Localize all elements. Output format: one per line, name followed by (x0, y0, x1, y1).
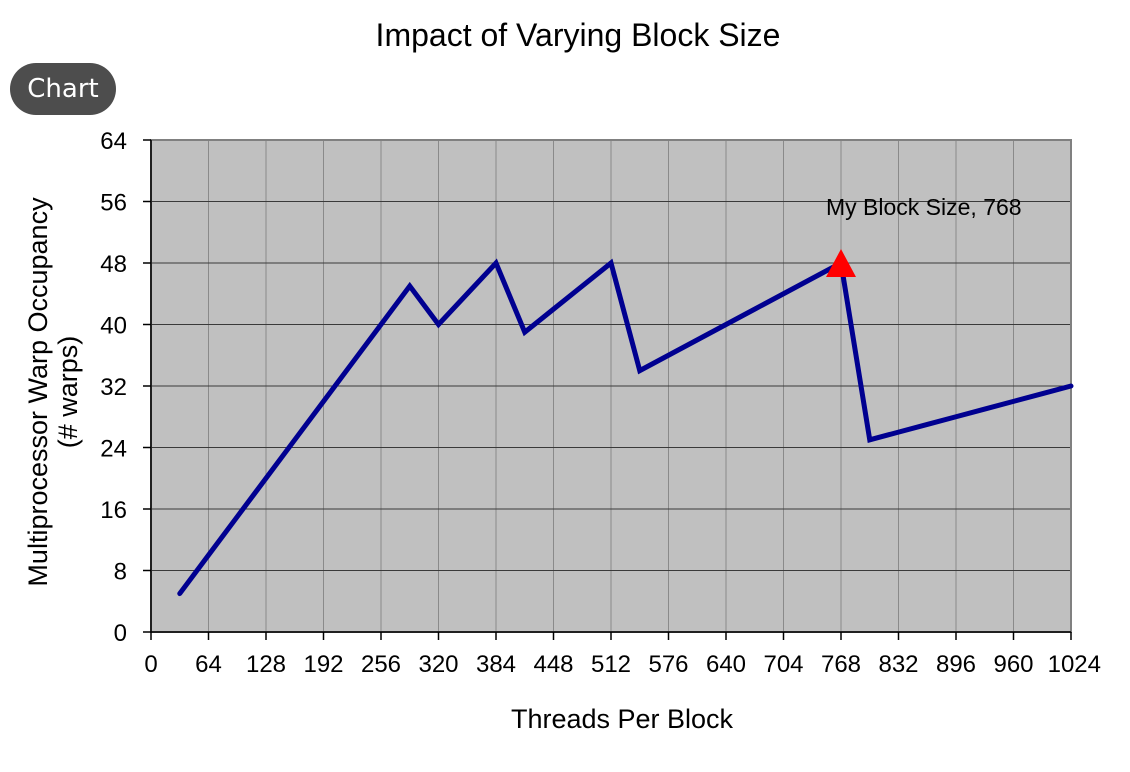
marker-annotation: My Block Size, 768 (826, 194, 1022, 220)
x-tick-label: 1024 (1048, 651, 1101, 678)
y-axis-title: Multiprocessor Warp Occupancy (# warps) (23, 197, 83, 587)
x-tick-label: 192 (303, 651, 343, 678)
x-tick-label: 640 (706, 651, 746, 678)
y-tick-label: 8 (114, 559, 127, 586)
x-tick-label: 320 (418, 651, 458, 678)
block-size-marker (826, 249, 856, 277)
y-tick-label: 0 (114, 620, 127, 647)
y-tick-label: 16 (100, 497, 127, 524)
x-tick-label: 896 (936, 651, 976, 678)
x-tick-label: 128 (246, 651, 286, 678)
x-tick-label: 576 (648, 651, 688, 678)
chart-title: Impact of Varying Block Size (376, 17, 781, 53)
x-tick-label: 832 (878, 651, 918, 678)
x-tick-label: 512 (591, 651, 631, 678)
x-tick-label: 704 (763, 651, 803, 678)
y-tick-label: 40 (100, 313, 127, 340)
occupancy-series-line (177, 258, 1074, 597)
x-tick-label: 448 (533, 651, 573, 678)
y-tick-label: 64 (100, 128, 127, 155)
x-tick-label: 768 (821, 651, 861, 678)
x-tick-label: 384 (476, 651, 516, 678)
y-tick-label: 32 (100, 374, 127, 401)
y-axis-title-line-2: (# warps) (53, 336, 83, 449)
x-tick-label: 0 (144, 651, 157, 678)
x-tick-label: 960 (993, 651, 1033, 678)
x-tick-label: 64 (195, 651, 222, 678)
y-tick-label: 48 (100, 251, 127, 278)
y-axis-title-line-1: Multiprocessor Warp Occupancy (23, 197, 53, 587)
y-tick-label: 24 (100, 436, 127, 463)
x-tick-label: 256 (361, 651, 401, 678)
x-axis-title: Threads Per Block (511, 704, 734, 734)
chart-chip[interactable]: Chart (10, 63, 116, 115)
y-tick-label: 56 (100, 190, 127, 217)
